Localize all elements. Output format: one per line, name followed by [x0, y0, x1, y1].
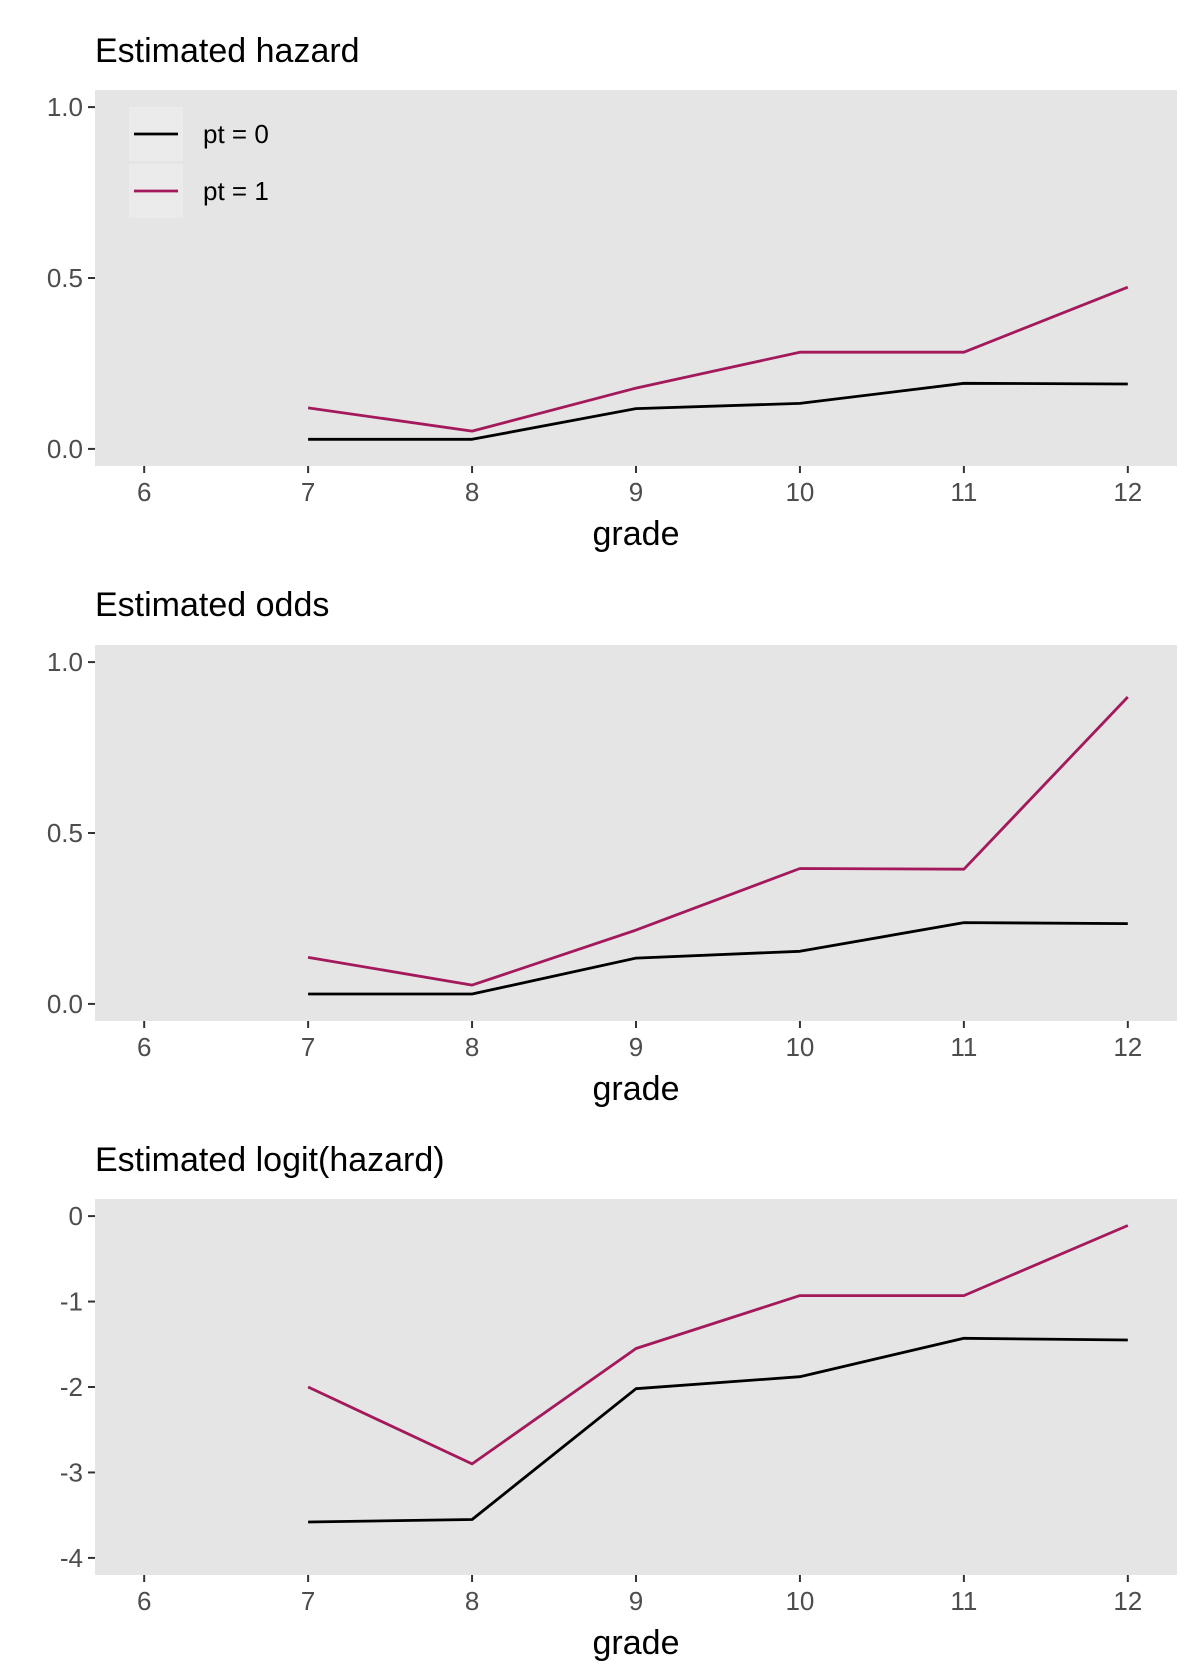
y-tick-label: 0.5	[47, 818, 83, 848]
x-axis-title: grade	[593, 515, 680, 553]
y-tick-label: 0	[69, 1201, 83, 1231]
x-tick-label: 8	[465, 1032, 479, 1062]
series-line-pt0	[308, 1336, 1128, 1524]
y-tick-label: 0.0	[47, 434, 83, 464]
series-line-pt1	[307, 285, 1129, 433]
x-tick-label: 11	[950, 477, 977, 507]
x-tick-label: 12	[1113, 1586, 1142, 1616]
series-line-pt0	[308, 381, 1128, 441]
x-tick-label: 10	[785, 477, 814, 507]
legend: pt = 0 pt = 1	[129, 107, 269, 218]
panel-background	[95, 90, 1177, 466]
x-axis-title: grade	[593, 1624, 680, 1662]
series-line-pt0	[308, 921, 1128, 996]
chart-panel-1: Estimated hazard 0.0 0.5 1.0 6 7 8 9 10 11 12 grade…	[47, 32, 1177, 553]
y-tick-label: 1.0	[47, 92, 83, 122]
y-tick-label: -1	[60, 1287, 83, 1317]
legend-label: pt = 1	[203, 176, 269, 206]
y-tick-label: 1.0	[47, 647, 83, 677]
x-tick-label: 8	[465, 477, 479, 507]
x-tick-label: 11	[950, 1586, 977, 1616]
y-tick-label: 0.0	[47, 989, 83, 1019]
x-tick-label: 6	[137, 477, 151, 507]
legend-label: pt = 0	[203, 119, 269, 149]
panel-title: Estimated hazard	[95, 32, 360, 70]
y-tick-label: 0.5	[47, 263, 83, 293]
y-tick-label: -3	[60, 1457, 83, 1487]
series-line-pt1	[307, 696, 1129, 987]
panel-title: Estimated logit(hazard)	[95, 1141, 445, 1179]
x-tick-label: 7	[301, 1032, 315, 1062]
x-tick-label: 12	[1113, 1032, 1142, 1062]
x-tick-label: 8	[465, 1586, 479, 1616]
x-tick-label: 9	[629, 1032, 643, 1062]
x-tick-label: 10	[785, 1032, 814, 1062]
x-tick-label: 6	[137, 1032, 151, 1062]
panel-background	[95, 645, 1177, 1021]
x-axis-title: grade	[593, 1070, 680, 1108]
panel-title: Estimated odds	[95, 586, 329, 624]
y-tick-label: -4	[60, 1543, 83, 1573]
y-tick-label: -2	[60, 1372, 83, 1402]
x-tick-label: 12	[1113, 477, 1142, 507]
series-line-pt1	[307, 1224, 1129, 1466]
chart-panel-2: Estimated odds 0.0 0.5 1.0 6 7 8 9 10 11 12 grade	[47, 586, 1177, 1108]
panel-background	[95, 1199, 1177, 1575]
x-tick-label: 7	[301, 477, 315, 507]
x-tick-label: 9	[629, 1586, 643, 1616]
x-tick-label: 6	[137, 1586, 151, 1616]
chart-panel-3: Estimated logit(hazard) -4 -3 -2 -1 0 6 7 8 9 10 11…	[60, 1141, 1177, 1662]
x-tick-label: 9	[629, 477, 643, 507]
x-tick-label: 7	[301, 1586, 315, 1616]
x-tick-label: 11	[950, 1032, 977, 1062]
x-tick-label: 10	[785, 1586, 814, 1616]
